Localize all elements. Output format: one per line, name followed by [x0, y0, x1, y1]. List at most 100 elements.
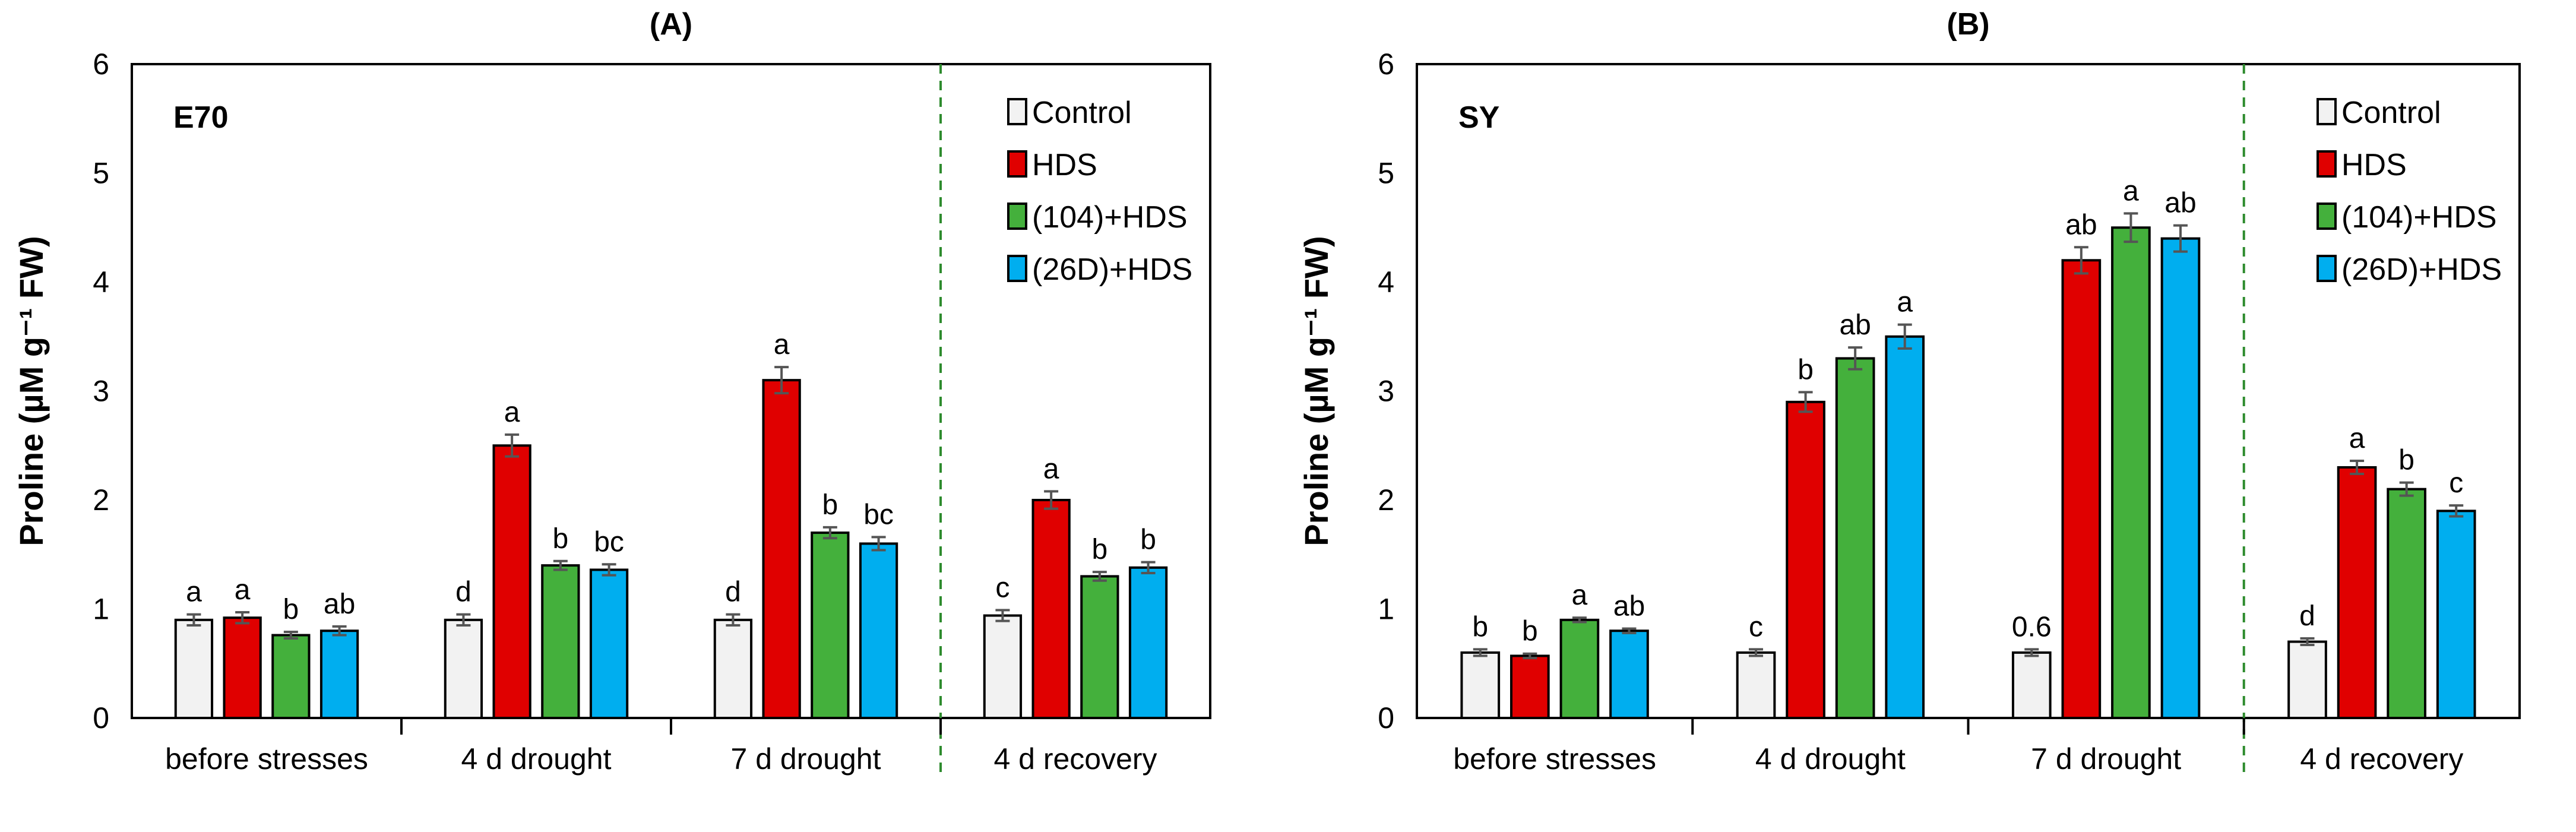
significance-letter: ab	[2164, 188, 2196, 219]
significance-letter: d	[2299, 600, 2315, 632]
y-tick-label: 2	[93, 483, 109, 517]
bar--104-hds	[1835, 357, 1875, 719]
significance-letter: b	[2398, 445, 2414, 476]
bar-control	[1736, 651, 1776, 720]
bar-control	[444, 618, 483, 719]
significance-letter: a	[504, 397, 520, 428]
significance-letter: bc	[594, 526, 624, 558]
significance-letter: b	[553, 523, 569, 555]
bar-hds	[2061, 259, 2102, 719]
bar--104-hds	[2111, 226, 2151, 719]
bar-hds	[223, 616, 262, 720]
legend-label: HDS	[1032, 148, 1097, 182]
significance-letter: a	[1043, 453, 1059, 485]
y-tick-label: 6	[1378, 48, 1394, 81]
significance-letter: b	[1140, 524, 1156, 556]
panel-title: (B)	[1947, 7, 1989, 42]
legend-swatch	[1007, 150, 1027, 178]
legend-swatch	[2316, 203, 2337, 230]
significance-letter: 0.6	[2012, 611, 2052, 643]
significance-letter: ab	[1839, 309, 1871, 341]
significance-letter: c	[1749, 611, 1763, 643]
legend-swatch	[2316, 255, 2337, 282]
x-category-label: before stresses	[1453, 742, 1656, 776]
legend-swatch	[2316, 150, 2337, 178]
bar--104-hds	[2387, 488, 2426, 720]
bar--26d-hds	[589, 568, 629, 719]
significance-letter: d	[725, 577, 741, 608]
significance-letter: d	[455, 577, 471, 608]
bar--104-hds	[1559, 618, 1600, 719]
y-tick-label: 5	[93, 157, 109, 190]
y-tick-label: 4	[1378, 265, 1394, 299]
legend-label: (26D)+HDS	[2341, 252, 2502, 287]
legend-label: Control	[1032, 96, 1132, 130]
y-tick-label: 0	[93, 701, 109, 735]
bar-hds	[762, 379, 801, 719]
chart-panel-a: (A) 0 1 2 3 4 5 6 Proline (µM g⁻¹ FW) E70 before s…	[12, 7, 1211, 776]
x-category-label: 4 d drought	[461, 742, 612, 776]
significance-letter: a	[186, 577, 202, 608]
bar--104-hds	[271, 634, 311, 720]
legend-swatch	[2316, 98, 2337, 125]
bar-control	[983, 614, 1023, 720]
y-tick-label: 3	[1378, 375, 1394, 408]
x-category-label: 4 d drought	[1755, 742, 1906, 776]
bar-hds	[2337, 466, 2377, 719]
bar--26d-hds	[1885, 335, 1925, 719]
legend-swatch	[1007, 255, 1027, 282]
significance-letter: ab	[1613, 591, 1645, 622]
y-tick-label: 4	[93, 265, 109, 299]
bar-hds	[1510, 654, 1550, 720]
bar--104-hds	[811, 532, 850, 719]
legend-label: (104)+HDS	[1032, 200, 1188, 235]
y-axis-label: Proline (µM g⁻¹ FW)	[12, 236, 50, 546]
significance-letter: c	[995, 572, 1009, 603]
legend-label: (26D)+HDS	[1032, 252, 1192, 287]
bar--26d-hds	[319, 629, 359, 719]
bar-control	[713, 618, 753, 719]
y-tick-label: 3	[93, 375, 109, 408]
legend-swatch	[1007, 98, 1027, 125]
significance-letter: b	[283, 594, 299, 625]
bar-control	[2011, 651, 2052, 720]
legend-label: HDS	[2341, 148, 2407, 182]
significance-letter: b	[1797, 354, 1814, 385]
significance-letter: b	[1472, 611, 1488, 643]
bar--26d-hds	[859, 542, 898, 720]
bar-hds	[1786, 400, 1825, 719]
y-tick-label: 1	[1378, 593, 1394, 626]
significance-letter: a	[2349, 423, 2365, 454]
legend-label: (104)+HDS	[2341, 200, 2497, 235]
bar--26d-hds	[2160, 237, 2201, 720]
significance-letter: bc	[863, 499, 894, 530]
significance-letter: a	[774, 329, 790, 360]
significance-letter: b	[822, 489, 838, 521]
panel-title: (A)	[650, 7, 692, 42]
bar--26d-hds	[1609, 629, 1649, 719]
y-tick-label: 2	[1378, 483, 1394, 517]
bar-control	[2287, 640, 2327, 720]
y-tick-label: 6	[93, 48, 109, 81]
x-category-label: 4 d recovery	[2300, 742, 2463, 776]
significance-letter: a	[1572, 580, 1588, 611]
bar--104-hds	[541, 564, 580, 719]
bar-control	[1460, 651, 1501, 720]
x-category-label: 7 d drought	[731, 742, 881, 776]
y-tick-label: 1	[93, 593, 109, 626]
legend-label: Control	[2341, 96, 2441, 130]
bar--104-hds	[1080, 575, 1119, 720]
bar-hds	[492, 444, 531, 719]
x-category-label: before stresses	[165, 742, 368, 776]
significance-letter: ab	[324, 589, 355, 620]
significance-letter: a	[1897, 287, 1913, 318]
significance-letter: ab	[2065, 209, 2097, 241]
chart-panel-b: (B) 0 1 2 3 4 5 6 Proline (µM g⁻¹ FW) SY before st…	[1298, 7, 2521, 776]
x-category-label: 4 d recovery	[993, 742, 1157, 776]
y-tick-label: 5	[1378, 157, 1394, 190]
significance-letter: c	[2449, 467, 2463, 499]
significance-letter: a	[235, 574, 251, 606]
y-tick-label: 0	[1378, 701, 1394, 735]
significance-letter: b	[1092, 534, 1108, 565]
